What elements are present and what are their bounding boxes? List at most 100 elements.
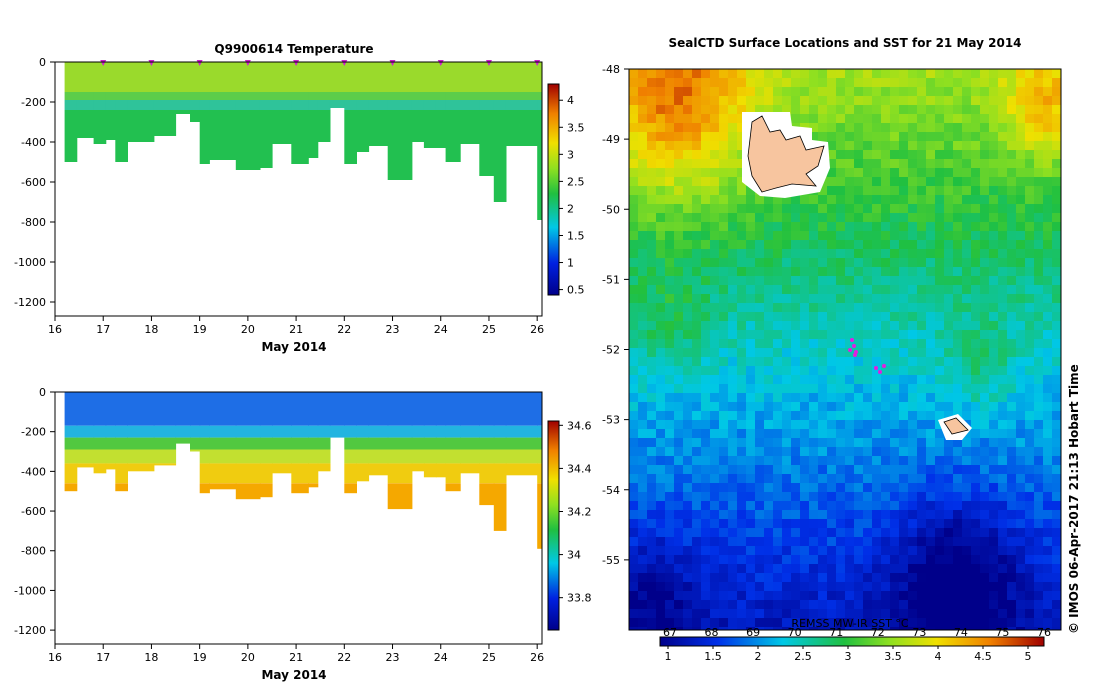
sst-cell: [710, 123, 720, 133]
map-y-tick-label: -48: [602, 63, 620, 76]
sst-cell: [1034, 366, 1044, 376]
sst-cell: [773, 411, 783, 421]
profile-layer-cell: [329, 92, 345, 100]
sst-cell: [809, 546, 819, 556]
sst-cell: [728, 294, 738, 304]
profile-column: [435, 62, 447, 148]
profile-layer-cell: [387, 425, 413, 438]
sst-cell: [854, 330, 864, 340]
sst-cell: [737, 231, 747, 241]
sst-cell: [872, 627, 882, 630]
sst-cell: [980, 510, 990, 520]
sst-cell: [881, 609, 891, 619]
profile-layer-cell: [153, 92, 177, 100]
profile-layer-cell: [259, 92, 273, 100]
sst-cell: [1016, 177, 1026, 187]
section-profiles: [64, 392, 542, 549]
sst-cell: [746, 195, 756, 205]
sst-cell: [890, 546, 900, 556]
sst-cell: [1043, 105, 1053, 115]
sst-cell: [746, 276, 756, 286]
sst-cell: [1007, 348, 1017, 358]
sst-cell: [791, 501, 801, 511]
sst-cell: [989, 429, 999, 439]
map-y-tick-label: -51: [602, 273, 620, 286]
sst-cell: [872, 294, 882, 304]
sst-cell: [701, 618, 711, 628]
sst-cell: [881, 267, 891, 277]
sst-cell: [692, 177, 702, 187]
sst-cell: [1034, 573, 1044, 583]
sst-cell: [881, 582, 891, 592]
sst-cell: [962, 204, 972, 214]
sst-cell: [683, 618, 693, 628]
sst-cell: [1025, 420, 1035, 430]
sst-cell: [854, 555, 864, 565]
profile-layer-cell: [537, 437, 542, 450]
sst-cell: [1052, 492, 1061, 502]
sst-cell: [962, 141, 972, 151]
sst-cell: [944, 339, 954, 349]
sst-cell: [944, 537, 954, 547]
sst-cell: [935, 537, 945, 547]
sst-cell: [998, 141, 1008, 151]
sst-cell: [953, 87, 963, 97]
sst-cell: [998, 213, 1008, 223]
sst-cell: [917, 393, 927, 403]
sst-cell: [719, 618, 729, 628]
sst-cell: [890, 528, 900, 538]
sst-cell: [638, 303, 648, 313]
sst-cell: [1034, 303, 1044, 313]
sst-cell: [926, 258, 936, 268]
sst-cell: [701, 492, 711, 502]
sst-cell: [755, 447, 765, 457]
profile-layer-cell: [356, 392, 370, 426]
sst-cell: [953, 132, 963, 142]
sst-cell: [683, 132, 693, 142]
sst-cell: [863, 420, 873, 430]
sst-cell: [701, 600, 711, 610]
sst-cell: [692, 321, 702, 331]
sst-cell: [845, 321, 855, 331]
sst-cell: [962, 510, 972, 520]
sst-cell: [674, 474, 684, 484]
sst-cell: [719, 132, 729, 142]
sst-cell: [1016, 492, 1026, 502]
sst-cell: [1034, 357, 1044, 367]
sst-cell: [944, 177, 954, 187]
sst-cell: [719, 330, 729, 340]
sst-cell: [953, 618, 963, 628]
sst-cell: [629, 510, 639, 520]
sst-cell: [998, 150, 1008, 160]
sst-cell: [764, 213, 774, 223]
sst-cell: [890, 231, 900, 241]
sst-cell: [1052, 123, 1061, 133]
sst-cell: [890, 600, 900, 610]
sst-cell: [944, 528, 954, 538]
sst-cell: [1025, 213, 1035, 223]
sst-cell: [710, 312, 720, 322]
sst-cell: [1052, 474, 1061, 484]
sst-cell: [980, 159, 990, 169]
sst-cell: [629, 483, 639, 493]
sst-cell: [1034, 420, 1044, 430]
sst-cell: [701, 132, 711, 142]
sst-cell: [845, 114, 855, 124]
profile-layer-cell: [537, 110, 542, 220]
sst-cell: [746, 213, 756, 223]
profile-layer-cell: [272, 110, 292, 144]
sst-cell: [917, 222, 927, 232]
sst-cell: [737, 510, 747, 520]
sst-cell: [980, 285, 990, 295]
sst-cell: [638, 519, 648, 529]
sst-cell: [818, 312, 828, 322]
sst-cell: [755, 465, 765, 475]
sst-cell: [863, 411, 873, 421]
sst-cell: [719, 438, 729, 448]
sst-cell: [1025, 609, 1035, 619]
sst-cell: [674, 267, 684, 277]
sst-cell: [791, 294, 801, 304]
sst-cell: [899, 321, 909, 331]
sst-cell: [782, 330, 792, 340]
sst-cell: [971, 96, 981, 106]
